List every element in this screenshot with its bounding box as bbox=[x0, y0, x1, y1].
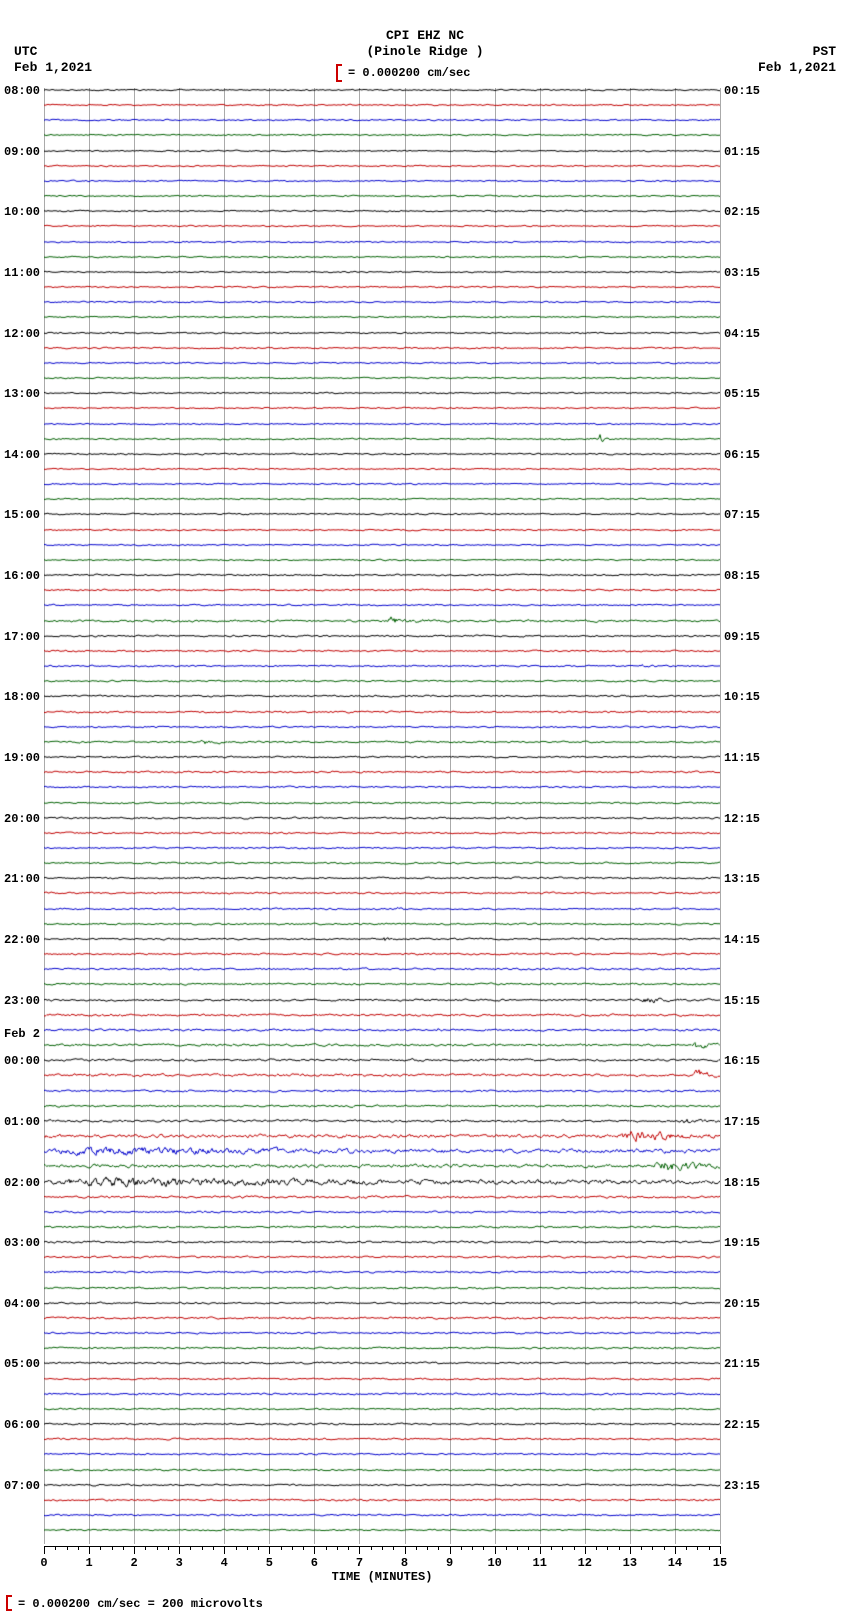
utc-time-label: 22:00 bbox=[4, 933, 40, 947]
utc-time-label: 10:00 bbox=[4, 205, 40, 219]
pst-time-label: 16:15 bbox=[724, 1054, 760, 1068]
x-tick-label: 11 bbox=[533, 1556, 547, 1570]
pst-time-label: 21:15 bbox=[724, 1357, 760, 1371]
x-tick-label: 7 bbox=[356, 1556, 363, 1570]
x-major-tick bbox=[495, 1546, 496, 1554]
utc-time-label: 08:00 bbox=[4, 84, 40, 98]
pst-time-label: 18:15 bbox=[724, 1176, 760, 1190]
location-title: (Pinole Ridge ) bbox=[0, 44, 850, 59]
x-major-tick bbox=[314, 1546, 315, 1554]
x-tick-label: 9 bbox=[446, 1556, 453, 1570]
pst-time-label: 11:15 bbox=[724, 751, 760, 765]
pst-time-label: 08:15 bbox=[724, 569, 760, 583]
x-major-tick bbox=[89, 1546, 90, 1554]
utc-time-label: 04:00 bbox=[4, 1297, 40, 1311]
x-major-tick bbox=[585, 1546, 586, 1554]
x-tick-label: 6 bbox=[311, 1556, 318, 1570]
pst-time-label: 14:15 bbox=[724, 933, 760, 947]
pst-time-label: 04:15 bbox=[724, 327, 760, 341]
utc-time-label: 00:00 bbox=[4, 1054, 40, 1068]
pst-time-label: 02:15 bbox=[724, 205, 760, 219]
x-tick-label: 1 bbox=[85, 1556, 92, 1570]
x-tick-label: 8 bbox=[401, 1556, 408, 1570]
pst-time-label: 05:15 bbox=[724, 387, 760, 401]
utc-time-label: 15:00 bbox=[4, 508, 40, 522]
grid-line bbox=[720, 88, 721, 1544]
x-tick-label: 12 bbox=[578, 1556, 592, 1570]
seismogram-plot bbox=[44, 88, 720, 1544]
pst-time-label: 06:15 bbox=[724, 448, 760, 462]
x-tick-label: 14 bbox=[668, 1556, 682, 1570]
x-tick-label: 3 bbox=[176, 1556, 183, 1570]
pst-time-label: 13:15 bbox=[724, 872, 760, 886]
x-tick-label: 4 bbox=[221, 1556, 228, 1570]
pst-time-label: 23:15 bbox=[724, 1479, 760, 1493]
seismogram-page: CPI EHZ NC(Pinole Ridge )UTCFeb 1,2021PS… bbox=[0, 0, 850, 1613]
pst-time-label: 10:15 bbox=[724, 690, 760, 704]
x-tick-label: 10 bbox=[487, 1556, 501, 1570]
x-major-tick bbox=[359, 1546, 360, 1554]
utc-time-label: 21:00 bbox=[4, 872, 40, 886]
x-major-tick bbox=[44, 1546, 45, 1554]
tz-right-label: PST bbox=[813, 44, 836, 59]
seismic-trace bbox=[44, 1515, 720, 1545]
pst-time-label: 19:15 bbox=[724, 1236, 760, 1250]
x-major-tick bbox=[269, 1546, 270, 1554]
pst-time-label: 03:15 bbox=[724, 266, 760, 280]
station-title: CPI EHZ NC bbox=[0, 28, 850, 43]
pst-time-label: 12:15 bbox=[724, 812, 760, 826]
x-tick-label: 15 bbox=[713, 1556, 727, 1570]
footer-scale-label: = 0.000200 cm/sec = 200 microvolts bbox=[18, 1597, 263, 1611]
pst-time-label: 15:15 bbox=[724, 994, 760, 1008]
date-left-label: Feb 1,2021 bbox=[14, 60, 92, 75]
x-axis-title: TIME (MINUTES) bbox=[44, 1570, 720, 1584]
utc-time-label: 01:00 bbox=[4, 1115, 40, 1129]
utc-time-label: 02:00 bbox=[4, 1176, 40, 1190]
pst-time-label: 01:15 bbox=[724, 145, 760, 159]
utc-time-label: 11:00 bbox=[4, 266, 40, 280]
utc-time-label: 06:00 bbox=[4, 1418, 40, 1432]
utc-time-label: 09:00 bbox=[4, 145, 40, 159]
pst-time-label: 20:15 bbox=[724, 1297, 760, 1311]
tz-left-label: UTC bbox=[14, 44, 37, 59]
x-major-tick bbox=[134, 1546, 135, 1554]
x-axis-line bbox=[44, 1546, 720, 1547]
utc-time-label: 18:00 bbox=[4, 690, 40, 704]
utc-time-label: 05:00 bbox=[4, 1357, 40, 1371]
utc-time-label: 14:00 bbox=[4, 448, 40, 462]
x-major-tick bbox=[720, 1546, 721, 1554]
x-tick-label: 0 bbox=[40, 1556, 47, 1570]
x-major-tick bbox=[450, 1546, 451, 1554]
x-major-tick bbox=[540, 1546, 541, 1554]
utc-time-label: 23:00 bbox=[4, 994, 40, 1008]
footer-scale-bar-icon bbox=[6, 1595, 12, 1611]
pst-time-label: 00:15 bbox=[724, 84, 760, 98]
utc-time-label: 12:00 bbox=[4, 327, 40, 341]
x-major-tick bbox=[675, 1546, 676, 1554]
x-major-tick bbox=[179, 1546, 180, 1554]
utc-time-label: 20:00 bbox=[4, 812, 40, 826]
utc-time-label: 13:00 bbox=[4, 387, 40, 401]
utc-time-label: 17:00 bbox=[4, 630, 40, 644]
utc-time-label: 19:00 bbox=[4, 751, 40, 765]
pst-time-label: 07:15 bbox=[724, 508, 760, 522]
pst-time-label: 22:15 bbox=[724, 1418, 760, 1432]
pst-time-label: 09:15 bbox=[724, 630, 760, 644]
x-tick-label: 2 bbox=[131, 1556, 138, 1570]
utc-time-label: 03:00 bbox=[4, 1236, 40, 1250]
date-marker: Feb 2 bbox=[4, 1027, 40, 1041]
date-right-label: Feb 1,2021 bbox=[758, 60, 836, 75]
x-major-tick bbox=[405, 1546, 406, 1554]
x-tick-label: 5 bbox=[266, 1556, 273, 1570]
pst-time-label: 17:15 bbox=[724, 1115, 760, 1129]
x-major-tick bbox=[630, 1546, 631, 1554]
x-major-tick bbox=[224, 1546, 225, 1554]
x-tick-label: 13 bbox=[623, 1556, 637, 1570]
utc-time-label: 07:00 bbox=[4, 1479, 40, 1493]
utc-time-label: 16:00 bbox=[4, 569, 40, 583]
